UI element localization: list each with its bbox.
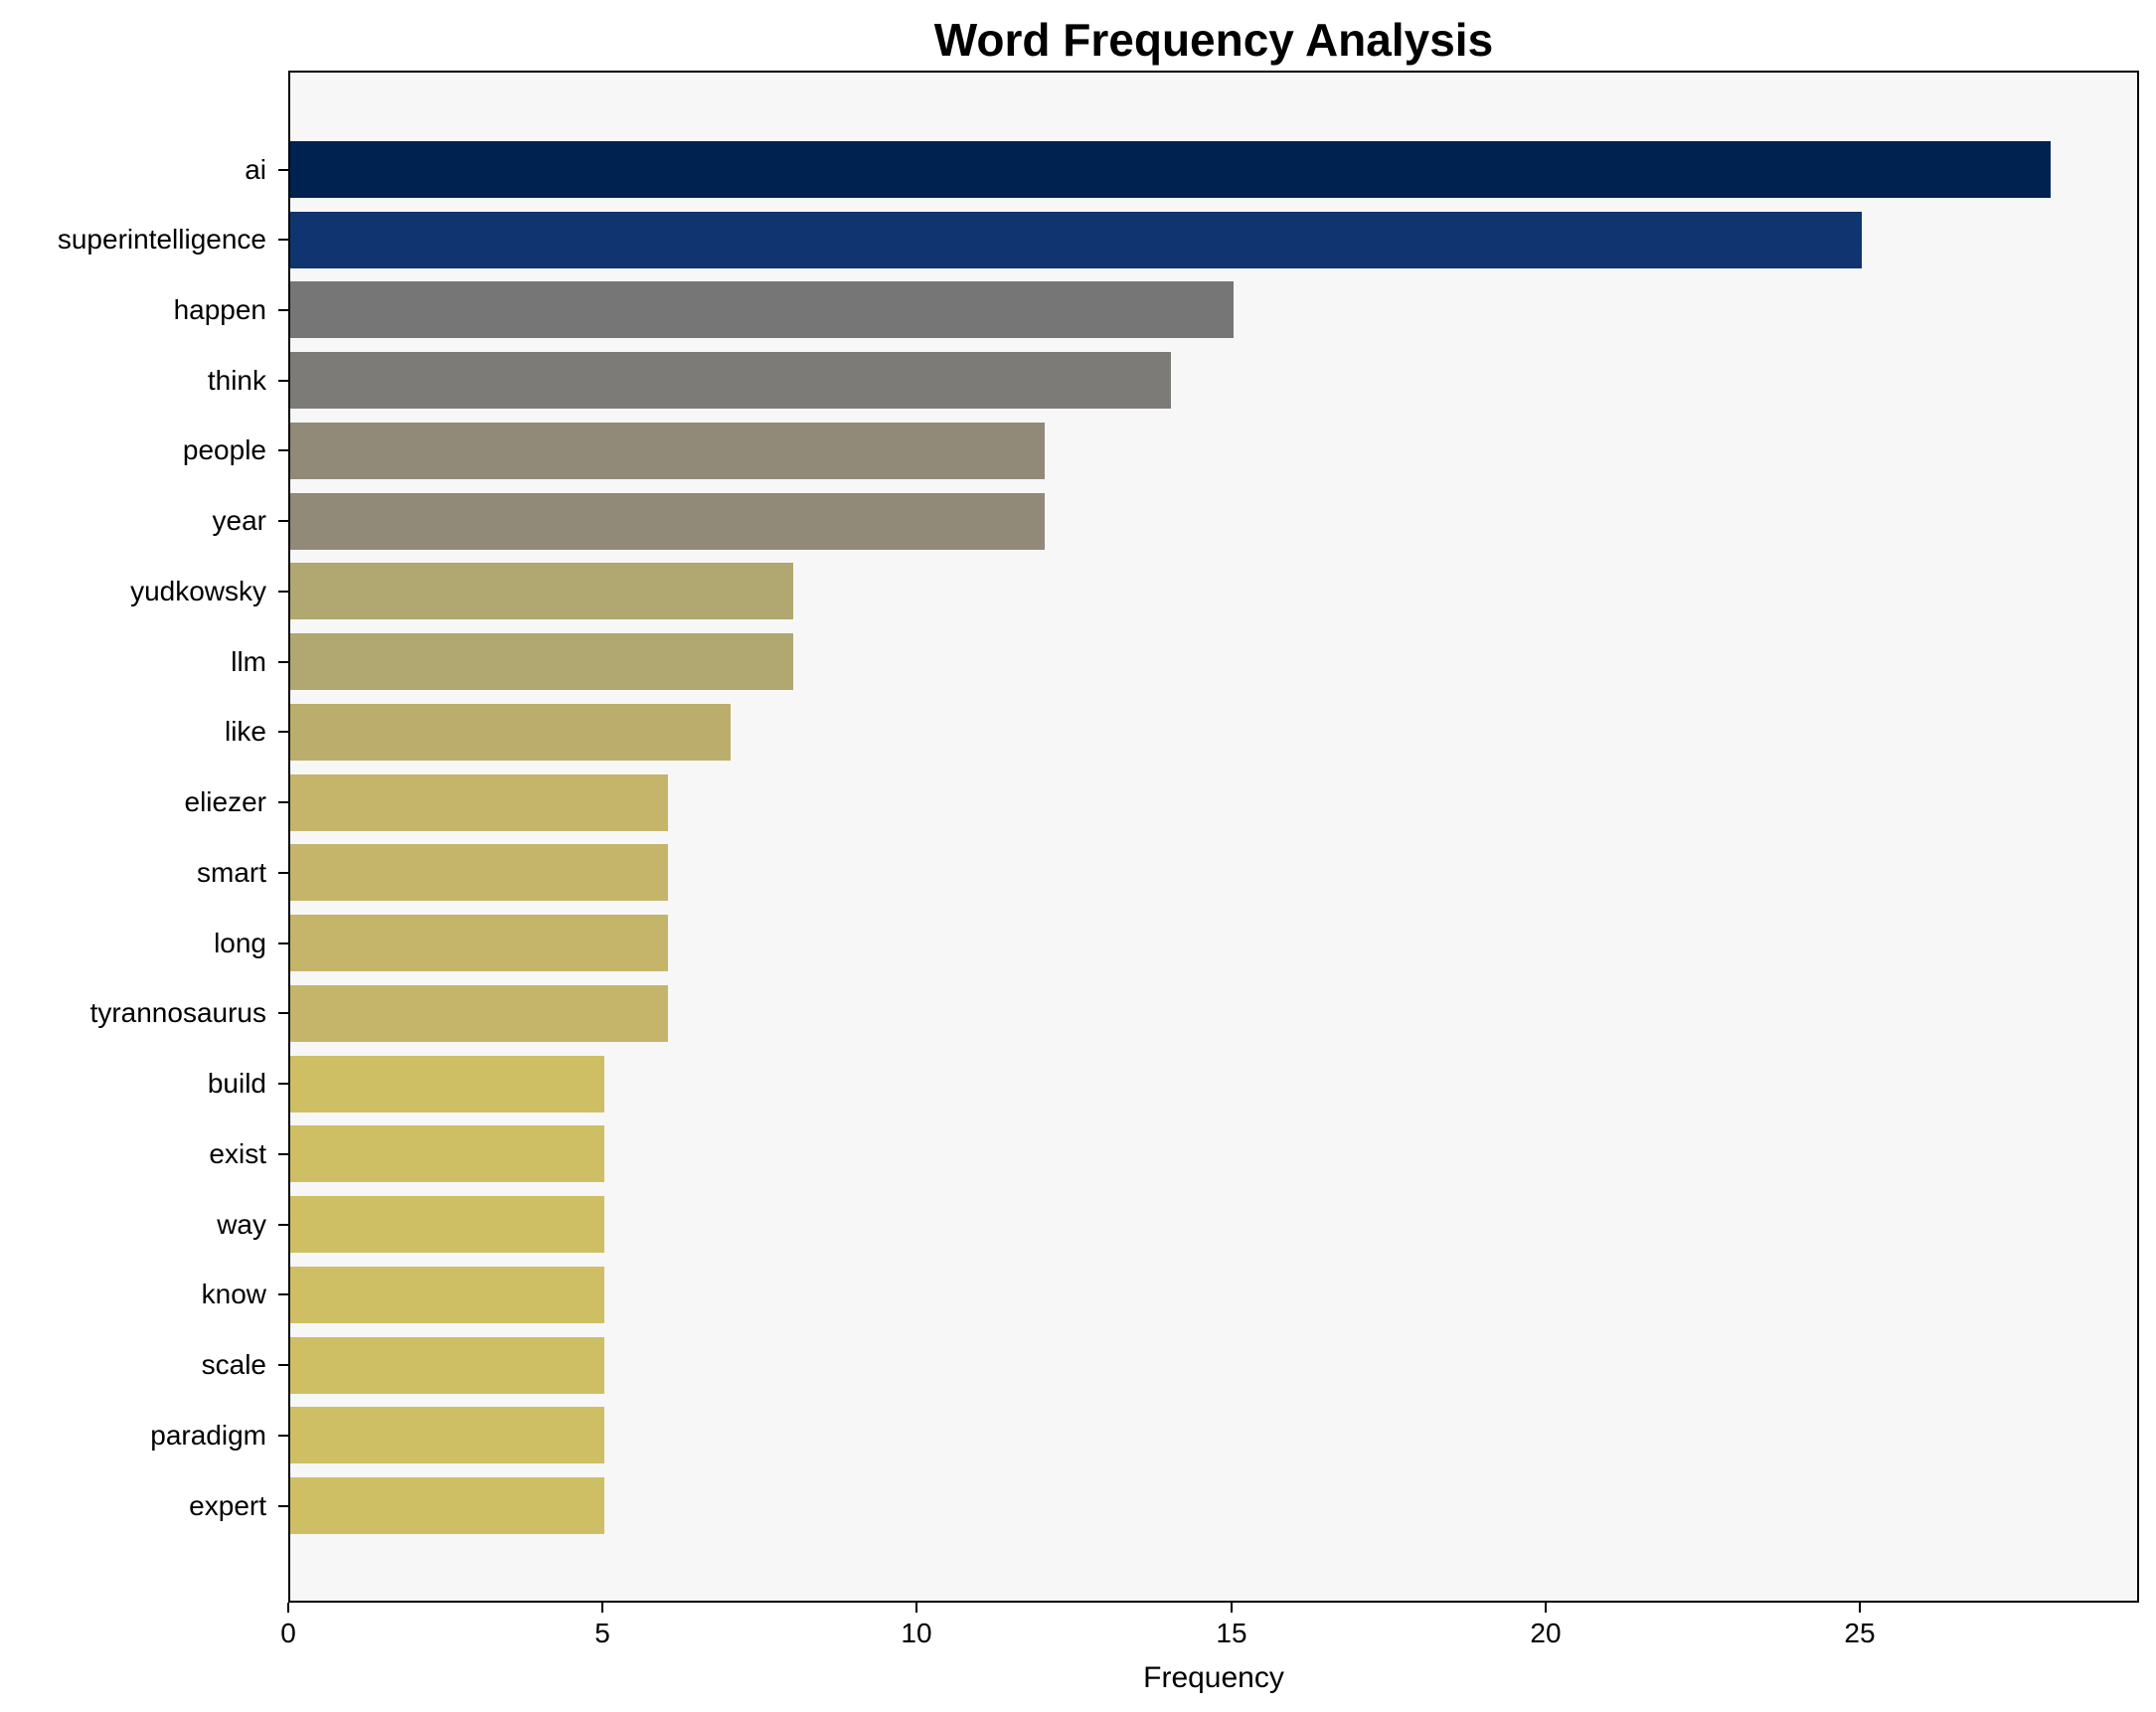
y-tick-label: llm (231, 645, 266, 677)
y-tick (278, 308, 288, 311)
x-tick (1231, 1603, 1233, 1613)
y-tick-label: paradigm (150, 1419, 266, 1451)
y-tick (278, 379, 288, 382)
x-tick (601, 1603, 603, 1613)
bar-like (290, 703, 731, 761)
y-tick (278, 871, 288, 874)
x-tick (1545, 1603, 1547, 1613)
y-tick-label: like (224, 716, 266, 748)
y-tick-label: eliezer (184, 786, 266, 818)
y-tick-label: people (182, 434, 266, 466)
y-tick (278, 1364, 288, 1367)
y-tick (278, 239, 288, 242)
bar-llm (290, 633, 793, 691)
bar-year (290, 492, 1045, 550)
bar-expert (290, 1477, 605, 1535)
x-tick (287, 1603, 289, 1613)
plot-area (288, 71, 2139, 1603)
chart-title: Word Frequency Analysis (933, 14, 1494, 66)
x-tick (1859, 1603, 1861, 1613)
y-tick-label: yudkowsky (130, 575, 266, 606)
y-tick (278, 1223, 288, 1226)
y-tick (278, 1434, 288, 1437)
x-tick (915, 1603, 917, 1613)
x-tick-label: 0 (280, 1618, 296, 1648)
bar-tyrannosaurus (290, 984, 668, 1042)
y-tick (278, 449, 288, 452)
y-tick-label: think (207, 364, 266, 396)
bar-happen (290, 281, 1234, 339)
y-tick-label: ai (245, 153, 266, 185)
y-tick (278, 590, 288, 593)
y-tick-label: superintelligence (57, 224, 266, 256)
x-tick-label: 15 (1216, 1618, 1247, 1648)
y-tick (278, 520, 288, 523)
y-tick-label: build (207, 1068, 266, 1100)
y-tick-label: happen (173, 293, 266, 325)
y-tick (278, 1293, 288, 1296)
y-tick-label: year (212, 505, 266, 537)
x-tick-label: 10 (901, 1618, 932, 1648)
bar-scale (290, 1336, 605, 1394)
bar-exist (290, 1125, 605, 1183)
y-tick-label: know (201, 1279, 266, 1310)
y-tick (278, 801, 288, 804)
y-tick-label: exist (209, 1137, 266, 1169)
y-tick (278, 1012, 288, 1015)
bar-smart (290, 844, 668, 902)
y-tick-label: expert (189, 1489, 266, 1521)
y-tick (278, 1504, 288, 1507)
x-tick-label: 5 (594, 1618, 610, 1648)
y-tick-label: smart (197, 856, 266, 888)
x-tick-label: 20 (1530, 1618, 1562, 1648)
y-tick (278, 1083, 288, 1086)
bar-superintelligence (290, 211, 1863, 268)
y-tick (278, 168, 288, 171)
y-tick (278, 731, 288, 734)
y-tick-label: way (217, 1208, 266, 1240)
y-tick (278, 942, 288, 944)
bar-paradigm (290, 1407, 605, 1464)
y-tick-label: scale (201, 1349, 266, 1381)
x-axis-label: Frequency (1143, 1661, 1284, 1694)
bar-people (290, 422, 1045, 479)
y-tick (278, 660, 288, 663)
y-tick-label: tyrannosaurus (89, 997, 266, 1029)
bar-think (290, 352, 1171, 410)
bar-ai (290, 141, 2051, 198)
bar-know (290, 1266, 605, 1323)
x-tick-label: 25 (1844, 1618, 1876, 1648)
bar-eliezer (290, 773, 668, 831)
bar-long (290, 915, 668, 972)
bar-build (290, 1055, 605, 1113)
bar-way (290, 1196, 605, 1254)
bar-yudkowsky (290, 563, 793, 620)
y-tick-label: long (214, 927, 266, 958)
y-tick (278, 1152, 288, 1155)
